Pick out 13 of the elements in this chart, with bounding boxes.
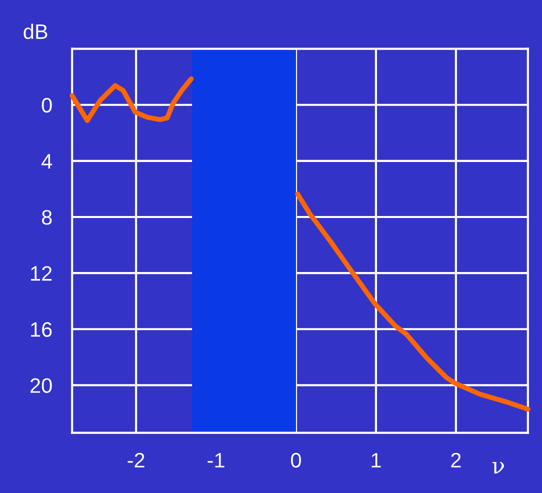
y-tick-label: 12 — [31, 266, 52, 281]
y-tick-label: 20 — [30, 378, 52, 393]
y-tick-label: 0 — [42, 98, 52, 113]
x-axis-title: ν — [492, 462, 504, 474]
y-tick-label: 16 — [31, 322, 52, 337]
x-tick-label: -2 — [128, 452, 144, 468]
x-tick-label: 0 — [291, 452, 301, 468]
y-axis-title: dB — [24, 24, 48, 40]
y-tick-label: 8 — [42, 210, 52, 225]
x-tick-label: 2 — [451, 452, 461, 468]
x-tick-label: 1 — [372, 453, 381, 468]
y-tick-label: 4 — [42, 154, 52, 168]
x-tick-label: -1 — [208, 453, 224, 468]
